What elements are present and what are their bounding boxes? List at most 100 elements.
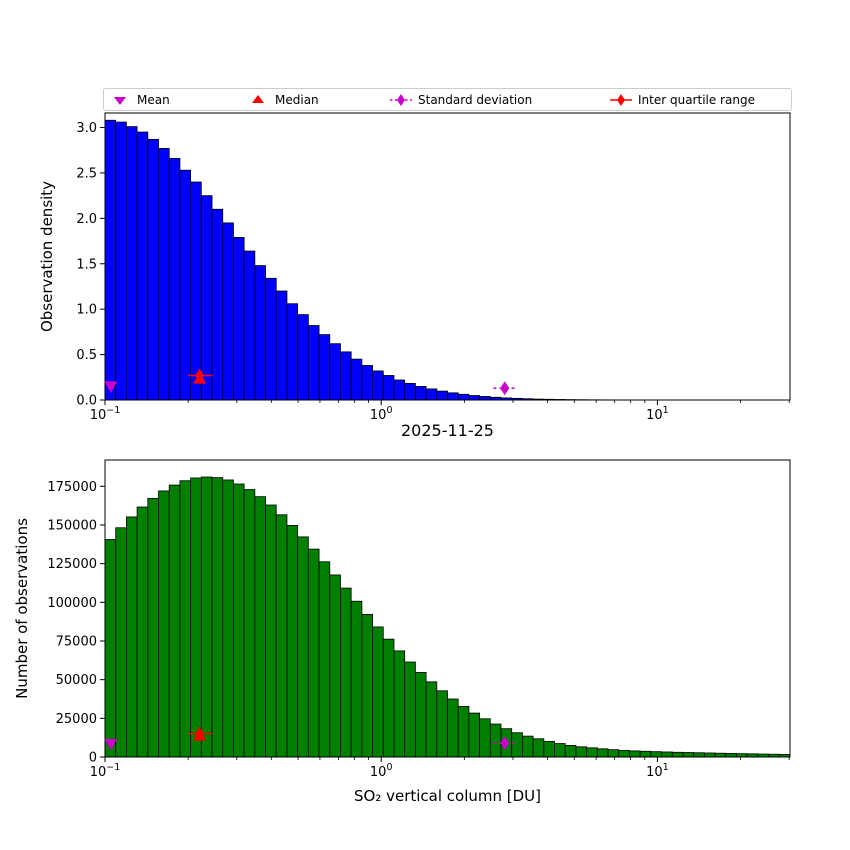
observation-density-histogram-frame bbox=[104, 112, 791, 401]
histogram-bar bbox=[682, 752, 695, 758]
histogram-bar bbox=[115, 527, 127, 758]
histogram-bar bbox=[190, 477, 202, 758]
histogram-bar bbox=[414, 385, 427, 401]
histogram-bar bbox=[190, 181, 202, 401]
histogram-bar bbox=[404, 382, 416, 401]
y-tick-label: 125000 bbox=[47, 557, 97, 572]
histogram-bar bbox=[575, 746, 588, 758]
legend-label: Median bbox=[275, 92, 319, 107]
histogram-bar bbox=[211, 208, 224, 401]
histogram-bar bbox=[136, 506, 149, 758]
histogram-bar bbox=[393, 650, 406, 758]
legend-label: Standard deviation bbox=[418, 92, 533, 107]
histogram-bar bbox=[147, 497, 159, 758]
histogram-bar bbox=[243, 489, 256, 758]
histogram-bar bbox=[639, 750, 652, 758]
inter-quartile-range-marker bbox=[195, 368, 205, 383]
histogram-bar bbox=[479, 718, 491, 758]
histogram-bar bbox=[126, 516, 138, 758]
histogram-bar bbox=[254, 496, 266, 758]
histogram-bar bbox=[340, 351, 352, 401]
histogram-bar bbox=[725, 753, 737, 758]
histogram-bar bbox=[447, 698, 459, 758]
y-tick-label: 1.0 bbox=[76, 303, 97, 318]
histogram-bar bbox=[425, 681, 438, 758]
histogram-bar bbox=[532, 738, 545, 758]
histogram-bar bbox=[158, 148, 170, 401]
triangle-down-icon bbox=[114, 96, 126, 105]
histogram-bar bbox=[286, 303, 299, 401]
histogram-bar bbox=[457, 393, 470, 401]
observation-density-histogram: 10−1 100 101 0.0 0.5 1.0 1.5 2.0 2.5 3.0 2025-11-2… bbox=[38, 112, 791, 440]
histogram-bar bbox=[104, 539, 117, 758]
inter-quartile-range-marker bbox=[195, 726, 205, 741]
diamond-icon bbox=[390, 93, 412, 106]
histogram-bar bbox=[222, 479, 234, 758]
x-tick-label: 10−1 bbox=[90, 762, 121, 780]
y-tick-label: 50000 bbox=[56, 673, 97, 688]
histogram-bar bbox=[307, 548, 320, 758]
triangle-up-icon bbox=[252, 94, 264, 103]
legend-item-standard-deviation: Standard deviation bbox=[389, 89, 532, 110]
histogram-bar bbox=[350, 358, 363, 401]
histogram-bar bbox=[382, 375, 395, 401]
x-tick-label: 10−1 bbox=[90, 405, 121, 423]
y-tick-label: 25000 bbox=[56, 712, 97, 727]
histogram-bar bbox=[350, 600, 363, 758]
histogram-bar bbox=[222, 222, 234, 401]
y-tick-label: 2.5 bbox=[76, 166, 97, 181]
legend-item-median: Median bbox=[246, 89, 319, 110]
histogram-bar bbox=[586, 747, 598, 758]
histogram-bar bbox=[200, 195, 213, 401]
histogram-bar bbox=[200, 476, 213, 758]
y-tick-label: 0 bbox=[89, 751, 97, 766]
legend: Mean Median Standard deviation Inter quarti… bbox=[103, 88, 792, 111]
histogram-bar bbox=[414, 671, 427, 758]
histogram-bar bbox=[340, 587, 352, 758]
histogram-bar bbox=[511, 732, 523, 758]
histogram-bar bbox=[522, 735, 534, 758]
histogram-bar bbox=[265, 504, 277, 758]
diamond-icon bbox=[610, 93, 632, 106]
y-tick-label: 75000 bbox=[56, 634, 97, 649]
y-tick-label: 3.0 bbox=[76, 121, 97, 136]
observation-count-histogram-ylabel: Number of observations bbox=[13, 518, 31, 699]
histogram-bar bbox=[168, 484, 181, 758]
histogram-bar bbox=[329, 343, 341, 401]
y-tick-label: 175000 bbox=[47, 480, 97, 495]
histogram-bar bbox=[618, 749, 630, 758]
histogram-bar bbox=[361, 613, 373, 758]
y-tick-label: 150000 bbox=[47, 518, 97, 533]
histogram-bar bbox=[126, 126, 138, 401]
histogram-bar bbox=[179, 169, 192, 401]
legend-item-inter-quartile-range: Inter quartile range bbox=[609, 89, 755, 110]
histogram-bar bbox=[554, 743, 566, 758]
histogram-bar bbox=[136, 131, 149, 401]
histogram-bar bbox=[489, 723, 502, 758]
histogram-bar bbox=[265, 277, 277, 401]
histogram-bar bbox=[703, 752, 716, 758]
observation-count-histogram-stat-markers bbox=[104, 726, 517, 751]
histogram-bar bbox=[436, 690, 448, 758]
observation-density-histogram-bars bbox=[104, 119, 705, 401]
histogram-bar bbox=[671, 751, 684, 758]
x-tick-label: 101 bbox=[646, 762, 669, 780]
histogram-bar bbox=[629, 750, 641, 758]
legend-label: Inter quartile range bbox=[638, 92, 755, 107]
histogram-bar bbox=[318, 334, 331, 401]
histogram-bar bbox=[693, 752, 705, 758]
histogram-bar bbox=[168, 158, 181, 401]
histogram-bar bbox=[307, 325, 320, 401]
histogram-bar bbox=[286, 525, 299, 758]
histogram-bar bbox=[425, 388, 438, 401]
y-tick-label: 0.5 bbox=[76, 348, 97, 363]
histogram-bar bbox=[243, 250, 256, 401]
observation-density-histogram-ylabel: Observation density bbox=[38, 181, 56, 332]
histogram-bar bbox=[468, 712, 481, 758]
histogram-bar bbox=[211, 477, 224, 758]
x-tick-label: 100 bbox=[370, 405, 393, 423]
histogram-bar bbox=[372, 370, 384, 401]
histogram-bar bbox=[297, 536, 309, 758]
histogram-bar bbox=[372, 626, 384, 758]
observation-count-histogram-frame bbox=[104, 459, 791, 758]
